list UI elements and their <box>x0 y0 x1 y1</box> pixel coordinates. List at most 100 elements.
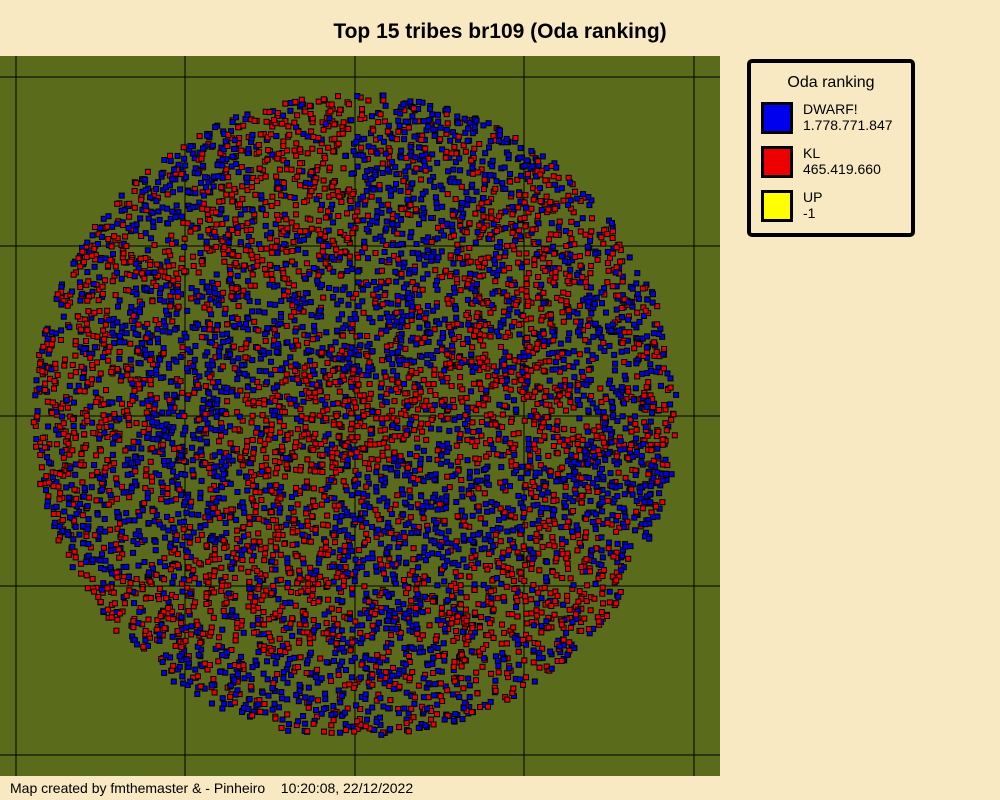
village <box>360 445 367 452</box>
village <box>209 362 216 369</box>
village <box>609 250 616 257</box>
village <box>607 431 614 438</box>
village <box>565 290 572 297</box>
village <box>373 568 380 575</box>
village <box>118 373 125 380</box>
village <box>598 234 605 241</box>
village <box>131 387 138 394</box>
village <box>54 372 61 379</box>
village <box>538 305 545 312</box>
village <box>254 298 261 305</box>
village <box>502 225 509 232</box>
village <box>45 493 52 500</box>
village <box>606 599 613 606</box>
village <box>424 271 431 278</box>
village <box>160 441 166 448</box>
village <box>663 427 670 434</box>
village <box>468 351 475 358</box>
village <box>567 575 574 582</box>
village <box>390 685 397 692</box>
village <box>645 379 652 386</box>
village <box>201 304 208 311</box>
village <box>619 278 626 285</box>
village <box>99 551 105 558</box>
village <box>377 540 384 547</box>
village <box>431 132 438 139</box>
village <box>579 436 586 443</box>
village <box>407 451 413 458</box>
village <box>364 333 371 339</box>
village <box>569 435 576 442</box>
village <box>248 495 255 502</box>
village <box>584 250 591 257</box>
village <box>30 419 37 426</box>
village <box>477 624 483 631</box>
village <box>179 588 186 595</box>
village <box>410 545 417 552</box>
village <box>450 397 456 404</box>
village <box>112 263 119 270</box>
village <box>615 469 622 476</box>
village <box>478 419 485 425</box>
village <box>524 470 531 477</box>
village <box>389 242 396 248</box>
village <box>524 373 531 380</box>
village <box>208 311 215 318</box>
village <box>51 519 58 526</box>
village <box>607 470 614 477</box>
village <box>599 554 606 561</box>
village <box>531 678 538 685</box>
village <box>274 179 281 186</box>
village <box>169 461 176 468</box>
village <box>437 680 444 687</box>
village <box>150 224 157 230</box>
village <box>196 373 203 380</box>
village <box>413 586 420 593</box>
village <box>337 564 344 571</box>
village <box>72 434 79 441</box>
village <box>269 193 276 200</box>
village <box>200 145 206 152</box>
village <box>570 348 577 355</box>
village <box>111 600 118 607</box>
village <box>56 523 63 530</box>
village <box>381 426 388 433</box>
village <box>562 492 569 499</box>
village <box>56 496 63 503</box>
village <box>326 285 333 291</box>
village <box>263 245 270 252</box>
village <box>318 501 325 508</box>
village <box>244 443 250 450</box>
village <box>554 471 561 478</box>
village <box>539 543 546 550</box>
village <box>552 598 558 605</box>
village <box>320 160 327 167</box>
village <box>197 250 204 256</box>
village <box>89 419 96 426</box>
village <box>165 275 172 281</box>
village <box>393 318 400 325</box>
village <box>207 425 214 432</box>
village <box>141 559 148 565</box>
village <box>479 663 486 670</box>
village <box>455 120 462 127</box>
village <box>466 220 473 227</box>
village <box>476 380 483 387</box>
village <box>107 526 114 533</box>
village <box>614 513 621 519</box>
village <box>429 151 436 158</box>
village <box>123 330 130 337</box>
village <box>405 464 412 471</box>
village <box>78 363 85 370</box>
village <box>452 196 459 203</box>
village <box>262 211 269 218</box>
village <box>441 316 448 323</box>
village <box>130 538 137 545</box>
village <box>493 575 500 581</box>
village <box>244 220 251 227</box>
village <box>272 366 279 373</box>
village <box>234 527 241 534</box>
village <box>218 588 225 594</box>
village <box>225 338 232 345</box>
village <box>324 394 331 401</box>
